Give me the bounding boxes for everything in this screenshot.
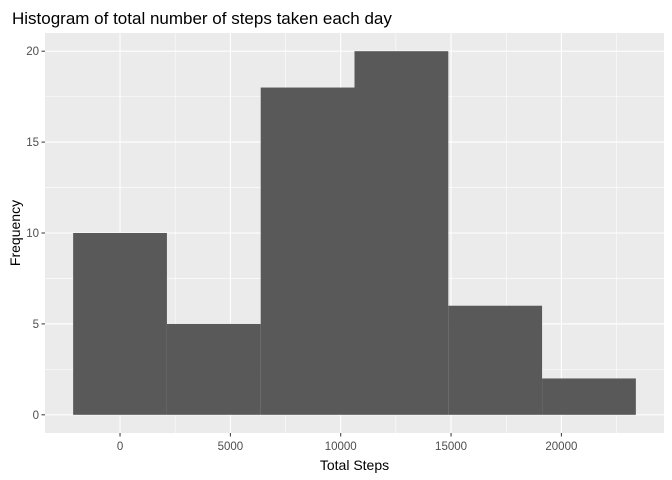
x-tick-label: 10000 — [325, 441, 357, 453]
histogram-bar — [542, 378, 636, 415]
y-axis: 0 5 10 15 20 — [26, 46, 45, 422]
histogram-bars — [73, 51, 636, 415]
y-tick-label: 0 — [33, 410, 39, 422]
x-axis: 0 5000 10000 15000 20000 — [117, 433, 577, 453]
x-axis-title: Total Steps — [320, 457, 389, 473]
histogram-bar — [354, 51, 449, 415]
y-tick-label: 10 — [26, 228, 39, 240]
y-tick-label: 5 — [33, 319, 39, 331]
x-tick-label: 20000 — [545, 441, 577, 453]
x-tick-label: 0 — [117, 441, 123, 453]
histogram-bar — [448, 305, 543, 415]
y-tick-label: 20 — [26, 46, 39, 58]
y-tick-label: 15 — [26, 137, 39, 149]
histogram-bar — [260, 87, 355, 415]
chart-title: Histogram of total number of steps taken… — [12, 9, 392, 28]
x-tick-label: 5000 — [218, 441, 244, 453]
histogram-bar — [73, 233, 167, 415]
y-axis-title: Frequency — [7, 200, 23, 266]
x-tick-label: 15000 — [435, 441, 467, 453]
histogram-bar — [166, 323, 261, 415]
